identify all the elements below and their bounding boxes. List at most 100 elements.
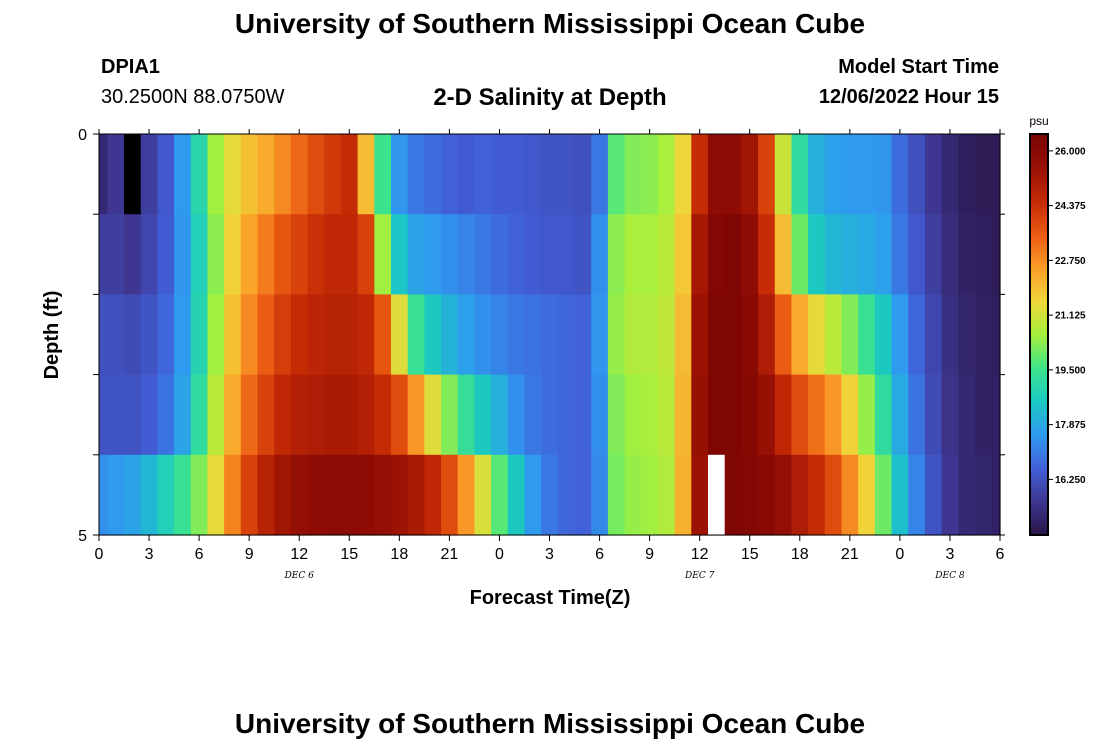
x-tick-label: 9 (645, 546, 654, 563)
heatmap-cell (240, 294, 259, 376)
heatmap-cell (574, 134, 592, 215)
heatmap-cell (340, 374, 359, 456)
heatmap-cell (908, 454, 926, 536)
colorbar-tick-label: 17.875 (1055, 420, 1086, 431)
heatmap-cell (424, 134, 442, 215)
heatmap-cell (390, 214, 409, 295)
y-axis-label: Depth (ft) (41, 291, 63, 380)
heatmap-cell (407, 294, 425, 376)
heatmap-cell (908, 214, 926, 295)
heatmap-cell (741, 294, 759, 376)
heatmap-cell (641, 294, 659, 376)
heatmap-cell (607, 214, 626, 295)
heatmap-cell (607, 134, 626, 215)
heatmap-cell (290, 374, 309, 456)
heatmap-cell (491, 294, 509, 376)
heatmap-cell (674, 294, 692, 376)
heatmap-cell (340, 214, 359, 295)
heatmap-cell (674, 374, 692, 456)
heatmap-cell (841, 374, 859, 456)
heatmap-cell (324, 454, 342, 536)
heatmap-cell (557, 294, 576, 376)
heatmap-cell (924, 294, 943, 376)
heatmap-cell (657, 454, 676, 536)
heatmap-cell (674, 134, 692, 215)
heatmap-cell (274, 454, 292, 536)
heatmap-cell (357, 374, 375, 456)
heatmap-cell (190, 214, 209, 295)
heatmap-cell (107, 374, 125, 456)
heatmap-cell (124, 374, 142, 456)
heatmap-cell (824, 454, 843, 536)
heatmap-cell (924, 134, 943, 215)
missing-cells (124, 134, 725, 535)
heatmap-cell (374, 134, 392, 215)
heatmap-cell (874, 134, 893, 215)
heatmap-cell (858, 214, 876, 295)
heatmap-cell (591, 454, 609, 536)
heatmap-cell (307, 294, 325, 376)
heatmap-cell (908, 294, 926, 376)
heatmap-cell (307, 134, 325, 215)
heatmap-cell (357, 134, 375, 215)
heatmap-cell (758, 294, 776, 376)
heatmap-cell (541, 294, 559, 376)
heatmap-cell (424, 374, 442, 456)
heatmap-cell (724, 134, 742, 215)
heatmap-cell (340, 294, 359, 376)
heatmap-cell (357, 454, 375, 536)
colorbar-tick-label: 26.000 (1055, 146, 1086, 157)
heatmap-cell (207, 454, 225, 536)
heatmap-cell (958, 374, 976, 456)
heatmap-cell (557, 134, 576, 215)
heatmap-cell (708, 214, 726, 295)
heatmap-cell (374, 294, 392, 376)
heatmap-cell (874, 454, 893, 536)
heatmap-cell (574, 374, 592, 456)
x-tick-label: 15 (340, 546, 358, 563)
heatmap-cell (390, 374, 409, 456)
heatmap-cell (407, 374, 425, 456)
station-id: DPIA1 (101, 56, 160, 78)
heatmap-cell (357, 294, 375, 376)
heatmap-cell (541, 374, 559, 456)
heatmap-cell (99, 294, 108, 376)
date-label: DEC 8 (934, 571, 965, 581)
x-tick-label: 21 (841, 546, 859, 563)
heatmap-cell (457, 374, 476, 456)
heatmap-cell (741, 214, 759, 295)
heatmap-cell (441, 294, 459, 376)
heatmap-cell (958, 134, 976, 215)
heatmap-cell (274, 374, 292, 456)
heatmap-cell (591, 374, 609, 456)
heatmap-cell (924, 214, 943, 295)
heatmap-cell (858, 294, 876, 376)
heatmap-cell (708, 374, 726, 456)
heatmap-cell (741, 374, 759, 456)
colorbar: psu 26.000 24.375 22.750 21.125 19.500 17.875 1… (1029, 114, 1086, 536)
heatmap-cell (224, 294, 242, 376)
heatmap-cell (324, 294, 342, 376)
heatmap-cell (774, 134, 793, 215)
heatmap-cell (974, 134, 993, 215)
heatmap-cell (624, 374, 642, 456)
heatmap-cell (708, 294, 726, 376)
model-start-value: 12/06/2022 Hour 15 (818, 86, 999, 108)
heatmap-cell (891, 374, 909, 456)
heatmap-cell (491, 214, 509, 295)
heatmap-cell (741, 134, 759, 215)
heatmap-cell (390, 294, 409, 376)
heatmap-cell (240, 134, 259, 215)
heatmap-cell (224, 374, 242, 456)
x-tick-label: 6 (595, 546, 604, 563)
heatmap-cell (357, 214, 375, 295)
heatmap-cell (407, 134, 425, 215)
heatmap-cell (407, 214, 425, 295)
heatmap-cell (290, 134, 309, 215)
heatmap-cell (941, 294, 959, 376)
heatmap-cell (974, 454, 993, 536)
heatmap-cell (140, 214, 158, 295)
heatmap-cell (324, 214, 342, 295)
x-tick-label: 21 (440, 546, 458, 563)
heatmap-cell (240, 454, 259, 536)
